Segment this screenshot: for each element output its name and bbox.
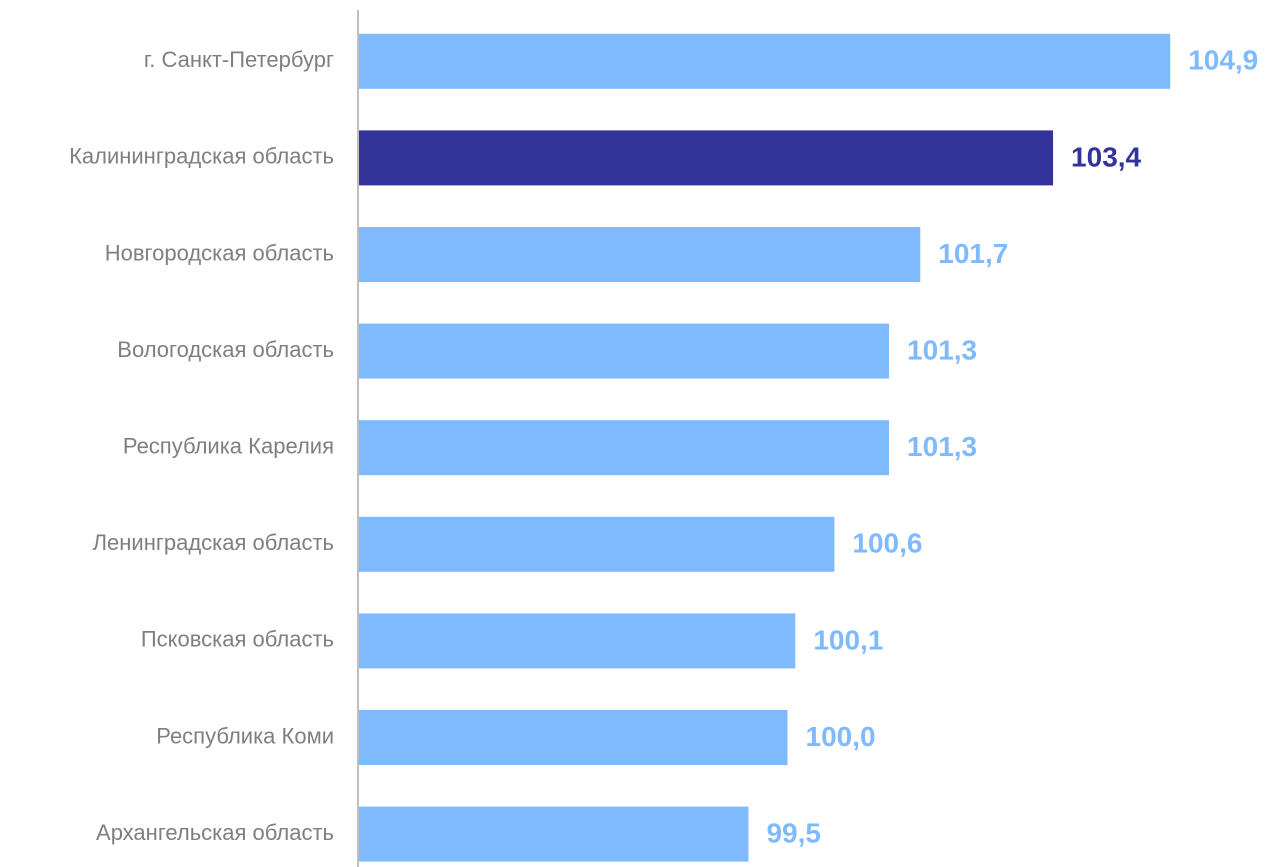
bar-0 [358, 33, 1171, 89]
category-label-6: Псковская область [141, 627, 334, 652]
bar-7 [358, 710, 788, 765]
category-label-1: Калининградская область [69, 144, 334, 169]
category-label-2: Новгородская область [105, 240, 334, 265]
value-label-3: 101,3 [907, 334, 977, 365]
value-label-6: 100,1 [813, 624, 883, 655]
bar-2 [358, 227, 921, 282]
category-label-3: Вологодская область [117, 337, 334, 362]
value-label-7: 100,0 [806, 721, 876, 752]
value-label-5: 100,6 [852, 528, 922, 559]
bar-6 [358, 613, 796, 669]
category-label-4: Республика Карелия [123, 434, 334, 459]
category-label-7: Республика Коми [156, 723, 334, 748]
value-label-1: 103,4 [1071, 141, 1141, 172]
category-label-5: Ленинградская область [93, 530, 334, 555]
value-label-4: 101,3 [907, 431, 977, 462]
category-label-8: Архангельская область [96, 820, 334, 845]
bar-1 [358, 130, 1054, 186]
bar-3 [358, 323, 890, 379]
bar-4 [358, 420, 890, 476]
bar-8 [358, 806, 749, 862]
category-label-0: г. Санкт-Петербург [144, 47, 334, 72]
value-label-8: 99,5 [766, 817, 821, 848]
value-label-2: 101,7 [938, 238, 1008, 269]
bar-5 [358, 516, 835, 572]
value-label-0: 104,9 [1188, 45, 1258, 76]
